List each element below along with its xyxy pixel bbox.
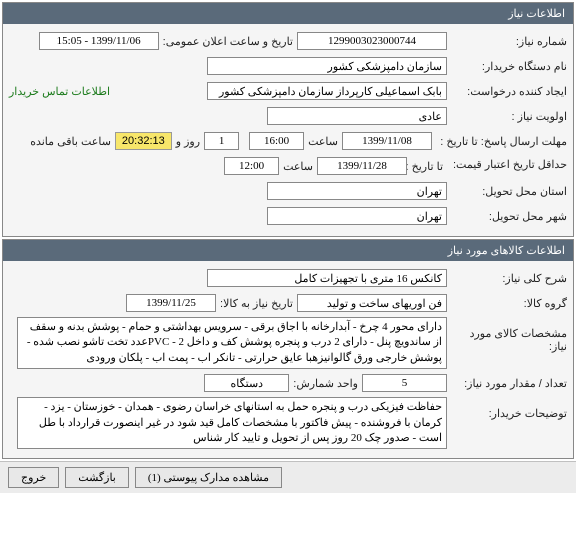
deadline-send-label: مهلت ارسال پاسخ: تا تاریخ : (432, 135, 567, 148)
button-bar: مشاهده مدارک پیوستی (1) بازگشت خروج (0, 461, 576, 493)
row-spec: مشخصات کالای مورد نیاز: دارای محور 4 چرخ… (9, 317, 567, 369)
need-info-body: شماره نیاز: تاریخ و ساعت اعلان عمومی: نا… (3, 24, 573, 236)
row-device-name: نام دستگاه خریدار: (9, 55, 567, 77)
priority-label: اولویت نیاز : (447, 110, 567, 123)
buyer-notes-textarea[interactable]: حفاظت فیزیکی درب و پنجره حمل به استانهای… (17, 397, 447, 449)
group-input[interactable] (297, 294, 447, 312)
validity-date-input[interactable] (317, 157, 407, 175)
requester-label: ایجاد کننده درخواست: (447, 85, 567, 98)
unit-label: واحد شمارش: (289, 377, 362, 390)
attachments-button[interactable]: مشاهده مدارک پیوستی (1) (135, 467, 282, 488)
to-date-label: تا تاریخ : (407, 160, 447, 173)
priority-input[interactable] (267, 107, 447, 125)
need-number-label: شماره نیاز: (447, 35, 567, 48)
qty-label: تعداد / مقدار مورد نیاز: (447, 377, 567, 390)
goods-info-section: اطلاعات کالاهای مورد نیاز شرح کلی نیاز: … (2, 239, 574, 459)
unit-input[interactable] (204, 374, 289, 392)
desc-input[interactable] (207, 269, 447, 287)
day-label: روز و (172, 135, 204, 148)
desc-label: شرح کلی نیاز: (447, 272, 567, 285)
province-input[interactable] (267, 182, 447, 200)
need-number-input[interactable] (297, 32, 447, 50)
row-city: شهر محل تحویل: (9, 205, 567, 227)
need-info-section: اطلاعات نیاز شماره نیاز: تاریخ و ساعت اع… (2, 2, 574, 237)
deadline-time-label: ساعت (304, 135, 342, 148)
contact-link[interactable]: اطلاعات تماس خریدار (9, 85, 114, 98)
min-validity-label: حداقل تاریخ اعتبار قیمت: (447, 159, 567, 172)
delivery-date-label: تاریخ نیاز به کالا: (216, 297, 297, 310)
row-group: گروه کالا: تاریخ نیاز به کالا: (9, 292, 567, 314)
announce-input[interactable] (39, 32, 159, 50)
days-remaining-input[interactable] (204, 132, 239, 150)
goods-info-body: شرح کلی نیاز: گروه کالا: تاریخ نیاز به ک… (3, 261, 573, 458)
spec-label: مشخصات کالای مورد نیاز: (447, 317, 567, 353)
validity-time-label: ساعت (279, 160, 317, 173)
row-requester: ایجاد کننده درخواست: اطلاعات تماس خریدار (9, 80, 567, 102)
row-buyer-notes: توضیحات خریدار: حفاظت فیزیکی درب و پنجره… (9, 397, 567, 449)
remaining-label: ساعت باقی مانده (26, 135, 115, 148)
qty-input[interactable] (362, 374, 447, 392)
goods-info-header: اطلاعات کالاهای مورد نیاز (3, 240, 573, 261)
row-validity: حداقل تاریخ اعتبار قیمت: تا تاریخ : ساعت (9, 155, 567, 177)
row-desc: شرح کلی نیاز: (9, 267, 567, 289)
validity-time-input[interactable] (224, 157, 279, 175)
city-input[interactable] (267, 207, 447, 225)
exit-button[interactable]: خروج (8, 467, 59, 488)
spec-textarea[interactable]: دارای محور 4 چرخ - آبدارخانه با اجاق برق… (17, 317, 447, 369)
group-label: گروه کالا: (447, 297, 567, 310)
row-priority: اولویت نیاز : (9, 105, 567, 127)
buyer-notes-label: توضیحات خریدار: (447, 397, 567, 420)
announce-label: تاریخ و ساعت اعلان عمومی: (159, 35, 297, 48)
row-need-number: شماره نیاز: تاریخ و ساعت اعلان عمومی: (9, 30, 567, 52)
deadline-time-input[interactable] (249, 132, 304, 150)
device-name-label: نام دستگاه خریدار: (447, 60, 567, 73)
city-label: شهر محل تحویل: (447, 210, 567, 223)
requester-input[interactable] (207, 82, 447, 100)
row-deadline: مهلت ارسال پاسخ: تا تاریخ : ساعت روز و 2… (9, 130, 567, 152)
row-qty: تعداد / مقدار مورد نیاز: واحد شمارش: (9, 372, 567, 394)
countdown-badge: 20:32:13 (115, 132, 172, 150)
device-name-input[interactable] (207, 57, 447, 75)
deadline-date-input[interactable] (342, 132, 432, 150)
back-button[interactable]: بازگشت (65, 467, 129, 488)
row-province: استان محل تحویل: (9, 180, 567, 202)
province-label: استان محل تحویل: (447, 185, 567, 198)
need-info-header: اطلاعات نیاز (3, 3, 573, 24)
delivery-date-input[interactable] (126, 294, 216, 312)
